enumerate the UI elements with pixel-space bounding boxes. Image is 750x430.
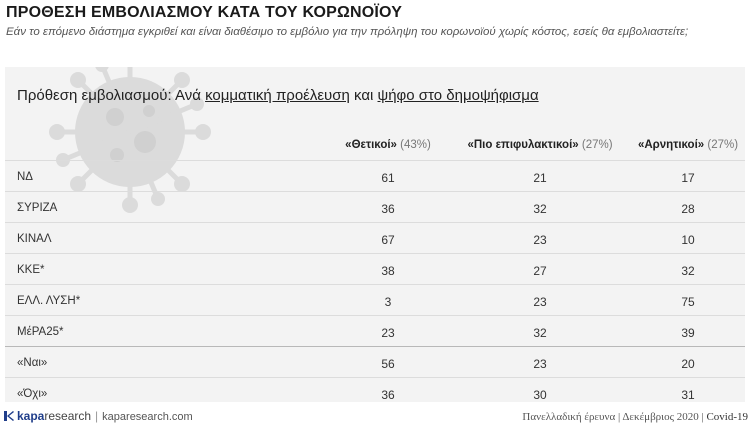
column-header-share: (27%): [704, 139, 739, 151]
table-title-party-link: κομματική προέλευση: [205, 87, 350, 104]
row-label: «Όχι»: [17, 388, 48, 400]
table-title-mid: και: [349, 87, 378, 104]
table-row: ΣΥΡΙΖΑ 36 32 28: [5, 191, 745, 223]
table-row: ΚΙΝΑΛ 67 23 10: [5, 222, 745, 254]
cell-value: 23: [381, 326, 395, 340]
brand-name-research: research: [44, 409, 92, 423]
cell-value: 31: [681, 388, 695, 402]
row-label: ΕΛΛ. ΛΥΣΗ*: [17, 295, 81, 307]
cell-value: 23: [533, 233, 547, 247]
row-label: ΚΚΕ*: [17, 264, 45, 276]
cell-value: 36: [381, 202, 395, 216]
kapa-logo-icon: [4, 411, 14, 421]
cell-value: 23: [533, 357, 547, 371]
cell-value: 32: [533, 202, 547, 216]
cell-value: 32: [681, 264, 695, 278]
row-label: ΚΙΝΑΛ: [17, 233, 52, 245]
table-row: ΚΚΕ* 38 27 32: [5, 253, 745, 285]
table-title-referendum-link: ψήφο στο δημοψήφισμα: [377, 87, 539, 104]
cell-value: 61: [381, 171, 395, 185]
survey-text: Πανελλαδική έρευνα | Δεκέμβριος 2020 |: [522, 411, 707, 423]
footer-separator: |: [95, 409, 99, 423]
table-row: ΕΛΛ. ΛΥΣΗ* 3 23 75: [5, 284, 745, 316]
brand-name-kapa: kapa: [17, 409, 45, 423]
survey-info: Πανελλαδική έρευνα | Δεκέμβριος 2020 | C…: [522, 411, 748, 423]
cell-value: 75: [681, 295, 695, 309]
coronavirus-icon: [49, 67, 211, 213]
row-label: «Ναι»: [17, 357, 48, 369]
column-header-3: «Αρνητικοί» (27%): [588, 139, 745, 151]
table-title-prefix: Πρόθεση εμβολιασμού: Ανά: [17, 87, 206, 104]
row-label: ΣΥΡΙΖΑ: [17, 202, 58, 214]
footer: kaparesearch | kaparesearch.com Πανελλαδικ…: [0, 404, 750, 430]
column-header-2: «Πιο επιφυλακτικοί» (27%): [440, 139, 640, 151]
cell-value: 30: [533, 388, 547, 402]
cell-value: 32: [533, 326, 547, 340]
brand-logo: kaparesearch | kaparesearch.com: [4, 409, 193, 423]
page-title: ΠΡΟΘΕΣΗ ΕΜΒΟΛΙΑΣΜΟΥ ΚΑΤΑ ΤΟΥ ΚΟΡΩΝΟΪΟΥ: [6, 4, 403, 21]
cell-value: 67: [381, 233, 395, 247]
cell-value: 23: [533, 295, 547, 309]
cell-value: 27: [533, 264, 547, 278]
column-header-share: (27%): [578, 139, 613, 151]
column-header-share: (43%): [396, 139, 431, 151]
table-title: Πρόθεση εμβολιασμού: Ανά κομματική προέλ…: [17, 87, 539, 104]
cell-value: 56: [381, 357, 395, 371]
column-header-name: «Αρνητικοί»: [637, 139, 705, 151]
cell-value: 10: [681, 233, 695, 247]
column-header-name: «Πιο επιφυλακτικοί»: [467, 139, 579, 151]
row-label: ΝΔ: [17, 171, 33, 183]
table-row: «Ναι» 56 23 20: [5, 346, 745, 378]
table-row: ΜέΡΑ25* 23 32 39: [5, 315, 745, 347]
column-header-1: «Θετικοί» (43%): [288, 139, 488, 151]
cell-value: 36: [381, 388, 395, 402]
cell-value: 21: [533, 171, 547, 185]
table-panel: Πρόθεση εμβολιασμού: Ανά κομματική προέλ…: [5, 67, 745, 402]
cell-value: 39: [681, 326, 695, 340]
cell-value: 20: [681, 357, 695, 371]
table-row: «Όχι» 36 30 31: [5, 377, 745, 402]
cell-value: 3: [384, 295, 392, 309]
column-header-name: «Θετικοί»: [345, 139, 397, 151]
survey-topic: Covid-19: [706, 411, 748, 423]
page-subtitle: Εάν το επόμενο διάστημα εγκριθεί και είν…: [6, 26, 689, 38]
table-row: ΝΔ 61 21 17: [5, 160, 745, 192]
cell-value: 17: [681, 171, 695, 185]
footer-site-link[interactable]: kaparesearch.com: [102, 411, 193, 423]
cell-value: 38: [381, 264, 395, 278]
cell-value: 28: [681, 202, 695, 216]
row-label: ΜέΡΑ25*: [17, 326, 64, 338]
